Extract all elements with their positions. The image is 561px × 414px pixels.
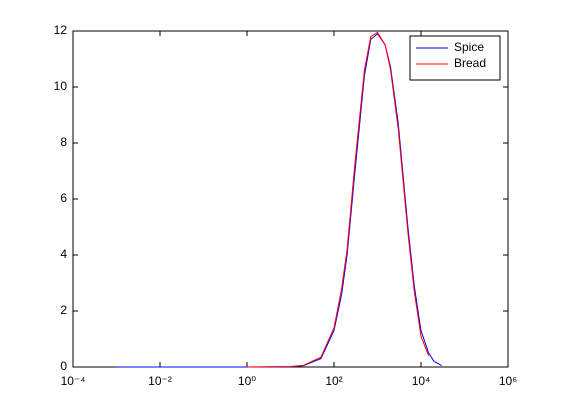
y-tick-label: 2 [60,303,67,317]
x-tick-label: 10⁻² [148,374,172,388]
legend-label: Bread [454,56,486,70]
y-tick-label: 10 [54,79,68,93]
series-line [246,31,430,368]
y-tick-label: 8 [60,135,67,149]
legend-label: Spice [454,40,484,54]
y-tick-label: 6 [60,191,67,205]
x-tick-label: 10⁻⁴ [61,374,86,388]
legend-box [409,35,501,81]
x-tick-label: 10⁴ [412,374,431,388]
x-tick-label: 10⁰ [238,374,256,388]
y-tick-label: 4 [60,247,67,261]
x-tick-label: 10² [325,374,342,388]
x-tick-label: 10⁶ [499,374,517,388]
y-tick-label: 12 [54,23,68,37]
y-tick-label: 0 [60,359,67,373]
axes-box [72,30,509,368]
